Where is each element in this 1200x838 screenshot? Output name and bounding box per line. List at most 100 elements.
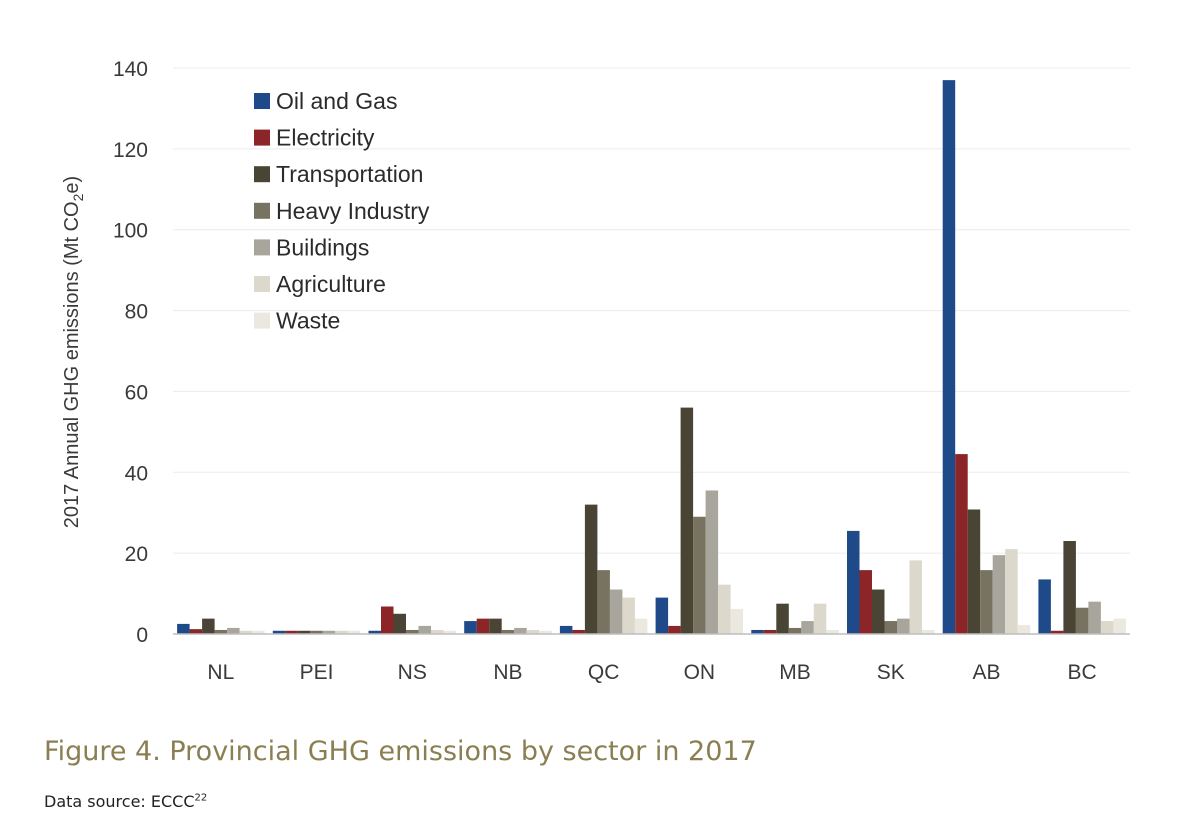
bar-oil-and-gas-mb xyxy=(751,629,764,634)
bar-electricity-mb xyxy=(763,629,777,634)
bar-transportation-sk xyxy=(872,589,885,634)
x-tick-label: NS xyxy=(398,661,427,684)
bar-buildings-on xyxy=(705,490,719,634)
bar-oil-and-gas-nl xyxy=(177,623,190,634)
bar-waste-nb xyxy=(539,630,552,634)
bar-waste-qc xyxy=(634,618,648,634)
bar-oil-and-gas-qc xyxy=(559,625,573,634)
data-source-reference: 22 xyxy=(194,792,208,804)
bar-heavy-industry-qc xyxy=(597,570,610,634)
legend-label: Transportation xyxy=(276,161,423,187)
bar-oil-and-gas-ns xyxy=(368,630,381,634)
category-group-mb xyxy=(751,603,839,634)
bar-waste-on xyxy=(730,608,744,634)
bar-waste-ns xyxy=(443,630,456,634)
legend-swatch xyxy=(254,93,270,109)
bar-electricity-qc xyxy=(572,629,585,634)
legend: Oil and Gas Electricity Transportation Heav… xyxy=(254,88,430,334)
y-axis-ticks: 0 20 40 60 80 100 120 140 xyxy=(113,58,148,647)
y-tick-label: 120 xyxy=(113,139,148,162)
bar-electricity-nb xyxy=(476,618,490,634)
bar-electricity-pei xyxy=(285,630,298,634)
bar-agriculture-pei xyxy=(335,630,348,634)
legend-swatch xyxy=(254,239,270,256)
bar-transportation-ns xyxy=(393,613,406,634)
y-tick-label: 0 xyxy=(136,624,148,647)
bar-heavy-industry-nb xyxy=(501,629,515,634)
bar-agriculture-sk xyxy=(909,560,922,634)
bar-buildings-pei xyxy=(322,630,336,634)
bar-heavy-industry-mb xyxy=(788,627,802,634)
bar-heavy-industry-pei xyxy=(310,630,323,634)
x-tick-label: AB xyxy=(972,661,1000,684)
bar-transportation-pei xyxy=(297,630,311,634)
y-tick-label: 60 xyxy=(125,381,148,404)
bar-oil-and-gas-sk xyxy=(847,530,860,634)
y-axis-label: 2017 Annual GHG emissions (Mt CO2e) xyxy=(61,176,86,528)
bar-buildings-sk xyxy=(897,618,910,634)
bar-heavy-industry-bc xyxy=(1075,607,1089,634)
bar-transportation-qc xyxy=(584,504,598,634)
bar-waste-bc xyxy=(1113,618,1126,634)
bars xyxy=(177,80,1126,635)
figure-caption: Figure 4. Provincial GHG emissions by se… xyxy=(44,736,757,767)
bar-waste-nl xyxy=(252,630,265,634)
bar-heavy-industry-nl xyxy=(214,629,228,634)
bar-agriculture-on xyxy=(718,584,731,634)
bar-oil-and-gas-pei xyxy=(272,630,286,634)
bar-buildings-bc xyxy=(1088,601,1101,634)
bar-agriculture-bc xyxy=(1100,621,1114,634)
emissions-bar-chart: 0 20 40 60 80 100 120 140 NL PEI NS NB QC ON MB SK AB BC… xyxy=(61,58,1130,684)
bar-electricity-nl xyxy=(189,629,203,634)
bar-buildings-qc xyxy=(609,589,623,634)
bar-heavy-industry-on xyxy=(693,516,706,634)
data-source: Data source: ECCC22 xyxy=(44,792,207,811)
bar-buildings-ab xyxy=(992,555,1006,634)
category-group-qc xyxy=(559,504,648,634)
y-axis-label-subscript: 2 xyxy=(70,193,86,201)
x-tick-label: NL xyxy=(207,661,234,684)
legend-swatch xyxy=(254,166,270,183)
y-tick-label: 140 xyxy=(113,58,148,81)
x-tick-label: ON xyxy=(684,661,716,684)
bar-heavy-industry-ns xyxy=(406,629,419,634)
bar-agriculture-ns xyxy=(431,629,444,634)
bar-transportation-mb xyxy=(776,603,789,634)
bar-electricity-ns xyxy=(381,606,394,634)
category-group-ns xyxy=(368,606,456,634)
legend-label: Buildings xyxy=(276,234,369,260)
x-tick-label: NB xyxy=(493,661,522,684)
bar-agriculture-qc xyxy=(622,597,635,634)
category-group-sk xyxy=(847,530,935,634)
bar-buildings-nb xyxy=(514,627,527,634)
bar-buildings-mb xyxy=(801,621,814,634)
bar-transportation-on xyxy=(680,407,694,634)
bar-waste-ab xyxy=(1017,625,1031,634)
category-group-ab xyxy=(942,80,1031,635)
y-tick-label: 80 xyxy=(125,301,148,324)
y-axis-label-prefix: 2017 Annual GHG emissions (Mt CO xyxy=(61,201,83,528)
bar-electricity-bc xyxy=(1050,630,1064,634)
legend-swatch xyxy=(254,312,270,329)
x-axis-ticks: NL PEI NS NB QC ON MB SK AB BC xyxy=(207,661,1096,684)
x-tick-label: MB xyxy=(779,661,811,684)
legend-swatch xyxy=(254,202,270,219)
bar-transportation-ab xyxy=(967,509,981,634)
legend-swatch xyxy=(254,129,270,146)
bar-transportation-nb xyxy=(489,618,502,634)
bar-electricity-ab xyxy=(955,454,968,634)
legend-label: Agriculture xyxy=(276,271,386,297)
bar-agriculture-nb xyxy=(526,629,540,634)
bar-buildings-ns xyxy=(418,625,431,634)
legend-label: Waste xyxy=(276,308,340,334)
legend-label: Oil and Gas xyxy=(276,88,397,114)
bar-oil-and-gas-ab xyxy=(942,80,956,635)
category-group-on xyxy=(655,407,744,634)
bar-agriculture-nl xyxy=(239,630,253,634)
category-group-nb xyxy=(464,618,552,634)
bar-transportation-nl xyxy=(202,618,215,634)
bar-oil-and-gas-bc xyxy=(1038,579,1051,634)
gridlines xyxy=(173,67,1130,554)
bar-transportation-bc xyxy=(1063,541,1076,634)
bar-heavy-industry-sk xyxy=(884,621,897,634)
